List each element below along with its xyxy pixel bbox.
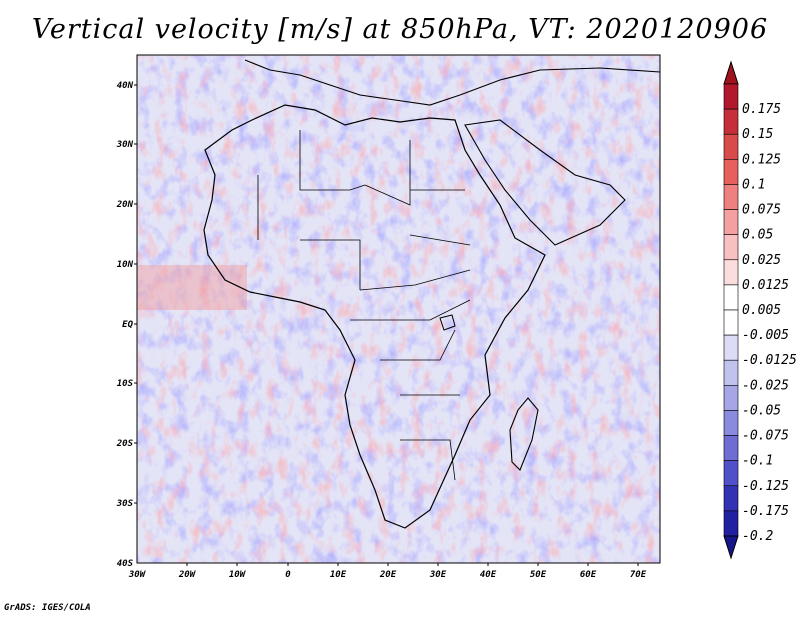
lon-label: 10E — [330, 570, 347, 580]
colorbar: 0.175 0.15 0.125 0.1 0.075 0.05 0.025 0.0125 0.0… — [723, 60, 797, 560]
colorbar-label: -0.125 — [742, 479, 789, 494]
colorbar-label: -0.025 — [742, 378, 789, 393]
colorbar-label: 0.05 — [742, 228, 773, 243]
colorbar-swatch — [723, 385, 739, 411]
africa-coastline — [203, 104, 546, 529]
lon-axis-labels: 30W 20W 10W 0 10E 20E 30E 40E 50E 60E 70… — [128, 570, 647, 580]
colorbar-swatch — [723, 410, 739, 436]
madagascar-coastline — [509, 397, 539, 471]
colorbar-label: -0.05 — [742, 403, 781, 418]
lat-label: EQ — [122, 320, 133, 330]
lon-label: 30W — [128, 570, 147, 580]
lat-label: 40N — [117, 81, 134, 91]
colorbar-label: -0.0125 — [742, 353, 797, 368]
lon-label: 10W — [229, 570, 247, 580]
colorbar-label: 0.1 — [742, 177, 765, 192]
colorbar-top-arrow — [723, 60, 739, 85]
map-plot-area — [137, 55, 660, 563]
lat-label: 10S — [117, 379, 134, 389]
lat-label: 40S — [117, 559, 134, 569]
colorbar-label: -0.075 — [742, 429, 789, 444]
europe-coastline — [244, 59, 660, 106]
lon-label: 40E — [480, 570, 497, 580]
colorbar-label: 0.15 — [742, 127, 773, 142]
colorbar-swatch — [723, 510, 739, 537]
country-borders — [257, 130, 471, 481]
chart-title: Vertical velocity [m/s] at 850hPa, VT: 2… — [31, 14, 769, 45]
lon-label: 30E — [429, 570, 447, 580]
colorbar-swatch — [723, 485, 739, 512]
colorbar-label: 0.005 — [742, 303, 781, 318]
colorbar-swatch — [723, 83, 739, 110]
colorbar-label: 0.0125 — [742, 278, 789, 293]
colorbar-swatch — [723, 309, 739, 336]
lat-label: 20N — [116, 200, 134, 210]
colorbar-swatch — [723, 284, 739, 311]
lon-label: 0 — [285, 570, 291, 580]
colorbar-label: -0.175 — [742, 504, 789, 519]
arabia-coastline — [464, 119, 626, 246]
lat-axis-labels: 40N 30N 20N 10N EQ 10S 20S 30S 40S — [116, 81, 134, 569]
lon-label: 20E — [379, 570, 397, 580]
colorbar-label: 0.025 — [742, 253, 781, 268]
colorbar-swatch — [723, 184, 739, 210]
lat-label: 10N — [117, 260, 134, 270]
grads-credit: GrADS: IGES/COLA — [4, 603, 91, 613]
colorbar-swatch — [723, 209, 739, 235]
colorbar-swatch — [723, 259, 739, 286]
lat-label: 20S — [116, 439, 134, 449]
lat-label: 30S — [116, 499, 134, 509]
colorbar-swatch — [723, 159, 739, 185]
lon-label: 50E — [530, 570, 547, 580]
colorbar-swatch — [723, 435, 739, 461]
colorbar-label: -0.2 — [742, 529, 773, 544]
colorbar-label: -0.1 — [742, 454, 773, 469]
colorbar-swatch — [723, 234, 739, 261]
lon-label: 70E — [630, 570, 647, 580]
lat-label: 30N — [116, 140, 134, 150]
colorbar-swatch — [723, 108, 739, 135]
lon-label: 20W — [178, 570, 197, 580]
colorbar-swatch — [723, 133, 739, 160]
colorbar-label: 0.175 — [742, 102, 781, 117]
colorbar-label: -0.005 — [742, 328, 789, 343]
lon-label: 60E — [580, 570, 597, 580]
colorbar-swatch — [723, 359, 739, 386]
colorbar-bottom-arrow — [723, 535, 739, 560]
colorbar-label: 0.075 — [742, 203, 781, 218]
axis-ticks — [134, 84, 639, 566]
colorbar-label: 0.125 — [742, 152, 781, 167]
colorbar-swatch — [723, 334, 739, 361]
colorbar-swatch — [723, 460, 739, 487]
